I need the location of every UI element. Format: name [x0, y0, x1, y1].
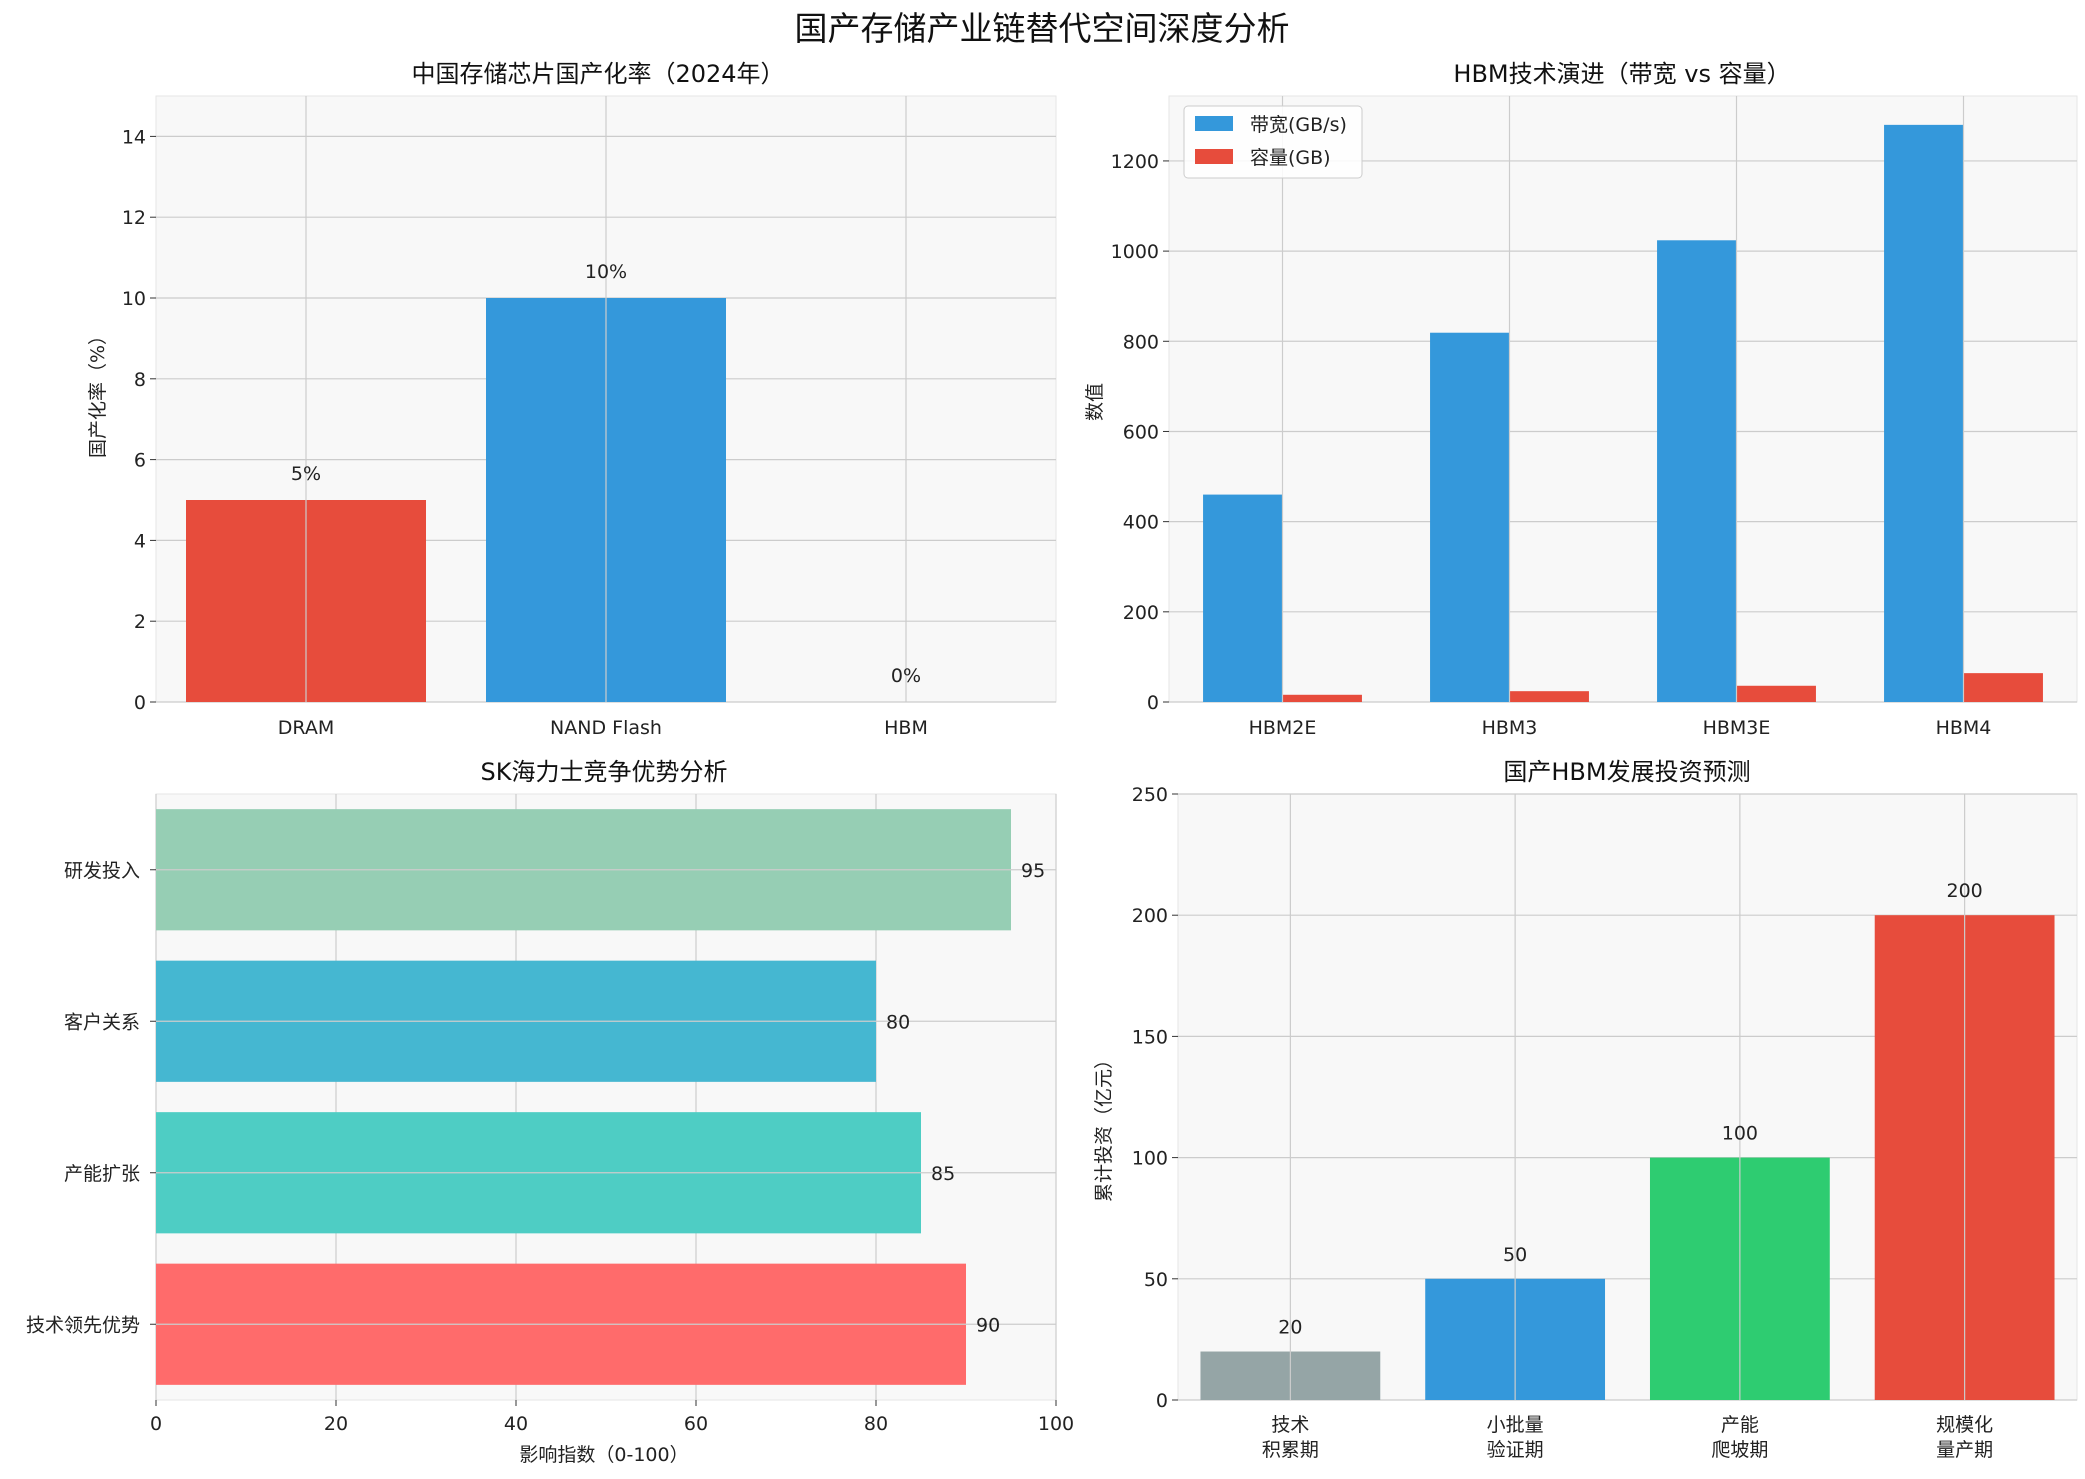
panel-title: SK海力士竞争优势分析 [481, 758, 728, 786]
plot-area: 0 50 100 150 200 250 20 技术积累期 50 小批量验证期 100 产能爬坡期 20… [1132, 784, 2078, 1461]
y-tick-label: 200 [1123, 602, 1159, 624]
bar-bandwidth [1884, 124, 1964, 703]
data-label: 200 [1946, 880, 1982, 902]
y-tick-label: 0 [1156, 1390, 1168, 1412]
plot-area: 0 200 400 600 800 1000 1200 HBM2E HBM3 HBM3E HBM4 带… [1111, 95, 2078, 739]
y-tick-label: 0 [1147, 692, 1159, 714]
x-tick-label: HBM3E [1703, 717, 1771, 739]
x-tick-label: 80 [864, 1413, 888, 1435]
y-tick-label: 600 [1123, 421, 1159, 443]
y-tick-label: 400 [1123, 512, 1159, 534]
panel-localization-rate: 中国存储芯片国产化率（2024年） 国产化率（%） 0 2 4 6 8 10 12 14 5% D… [87, 60, 1057, 739]
x-tick-label: HBM [884, 717, 928, 739]
data-label: 85 [931, 1163, 955, 1185]
x-tick-label: HBM4 [1936, 717, 1992, 739]
y-tick-label: 100 [1132, 1148, 1168, 1170]
x-tick-label: 100 [1038, 1413, 1074, 1435]
y-tick-label: 250 [1132, 784, 1168, 806]
data-label: 100 [1722, 1123, 1758, 1145]
y-tick-label: 客户关系 [64, 1011, 140, 1033]
bar-bandwidth [1657, 240, 1737, 703]
x-tick-label: 小批量验证期 [1487, 1414, 1544, 1461]
y-tick-label: 0 [134, 692, 146, 714]
x-axis-label: 影响指数（0-100） [519, 1444, 688, 1466]
plot-area: 0 2 4 6 8 10 12 14 5% DRAM 10% NAND Flash 0% HBM [122, 95, 1057, 739]
panel-hbm-investment: 国产HBM发展投资预测 累计投资（亿元） 0 50 100 150 200 250 20 技术… [1093, 758, 2078, 1461]
x-tick-label: 技术积累期 [1262, 1414, 1319, 1461]
y-tick-label: 2 [134, 611, 146, 633]
x-tick-label: NAND Flash [550, 717, 662, 739]
x-tick-label: 20 [324, 1413, 348, 1435]
legend: 带宽(GB/s) 容量(GB) [1183, 105, 1363, 179]
legend-swatch [1195, 116, 1233, 131]
data-label: 20 [1278, 1317, 1302, 1339]
x-tick-label: 40 [504, 1413, 528, 1435]
y-tick-label: 150 [1132, 1026, 1168, 1048]
y-tick-label: 6 [134, 450, 146, 472]
y-tick-label: 50 [1144, 1269, 1168, 1291]
x-tick-label: 60 [684, 1413, 708, 1435]
x-tick-label: HBM3 [1482, 717, 1538, 739]
data-label: 5% [291, 463, 321, 485]
data-label: 95 [1021, 860, 1045, 882]
data-label: 80 [886, 1011, 910, 1033]
bar-capacity [1509, 691, 1589, 702]
y-tick-label: 200 [1132, 905, 1168, 927]
x-tick-label: DRAM [278, 717, 334, 739]
panel-title: 中国存储芯片国产化率（2024年） [411, 60, 784, 88]
figure-title: 国产存储产业链替代空间深度分析 [795, 9, 1290, 48]
bar-bandwidth [1203, 494, 1283, 702]
panel-hbm-evolution: HBM技术演进（带宽 vs 容量） 数值 0 200 400 600 800 1000 12… [1084, 60, 2078, 739]
y-tick-label: 4 [134, 530, 146, 552]
y-tick-label: 8 [134, 369, 146, 391]
y-axis-label: 国产化率（%） [87, 326, 109, 458]
data-label: 10% [585, 261, 627, 283]
x-tick-label: HBM2E [1249, 717, 1317, 739]
y-tick-label: 800 [1123, 331, 1159, 353]
bar-capacity [1963, 673, 2043, 702]
data-label: 90 [976, 1314, 1000, 1336]
y-tick-label: 产能扩张 [64, 1163, 140, 1185]
legend-label: 带宽(GB/s) [1250, 114, 1347, 136]
panel-title: 国产HBM发展投资预测 [1503, 758, 1750, 786]
y-tick-label: 14 [122, 126, 146, 148]
x-tick-label: 0 [150, 1413, 162, 1435]
data-label: 50 [1503, 1244, 1527, 1266]
x-tick-label: 规模化量产期 [1936, 1414, 1993, 1461]
y-tick-label: 技术领先优势 [26, 1314, 140, 1336]
legend-swatch [1195, 149, 1233, 164]
panel-sk-hynix-advantage: SK海力士竞争优势分析 影响指数（0-100） 0 20 40 60 80 100 技术领先… [26, 758, 1074, 1466]
x-tick-label: 产能爬坡期 [1711, 1414, 1768, 1461]
y-tick-label: 研发投入 [64, 860, 140, 882]
y-tick-label: 1200 [1111, 151, 1159, 173]
panel-title: HBM技术演进（带宽 vs 容量） [1453, 60, 1790, 88]
y-axis-label: 累计投资（亿元） [1093, 1050, 1115, 1202]
y-tick-label: 1000 [1111, 241, 1159, 263]
y-tick-label: 10 [122, 288, 146, 310]
bar-capacity [1736, 685, 1816, 702]
plot-area: 0 20 40 60 80 100 技术领先优势 90 产能扩张 85 客户关系 80 研发投入 95 [26, 793, 1074, 1435]
data-label: 0% [891, 665, 921, 687]
y-axis-label: 数值 [1084, 383, 1106, 421]
legend-label: 容量(GB) [1250, 147, 1331, 169]
bar-bandwidth [1430, 332, 1510, 702]
y-tick-label: 12 [122, 207, 146, 229]
bar-capacity [1282, 694, 1362, 702]
